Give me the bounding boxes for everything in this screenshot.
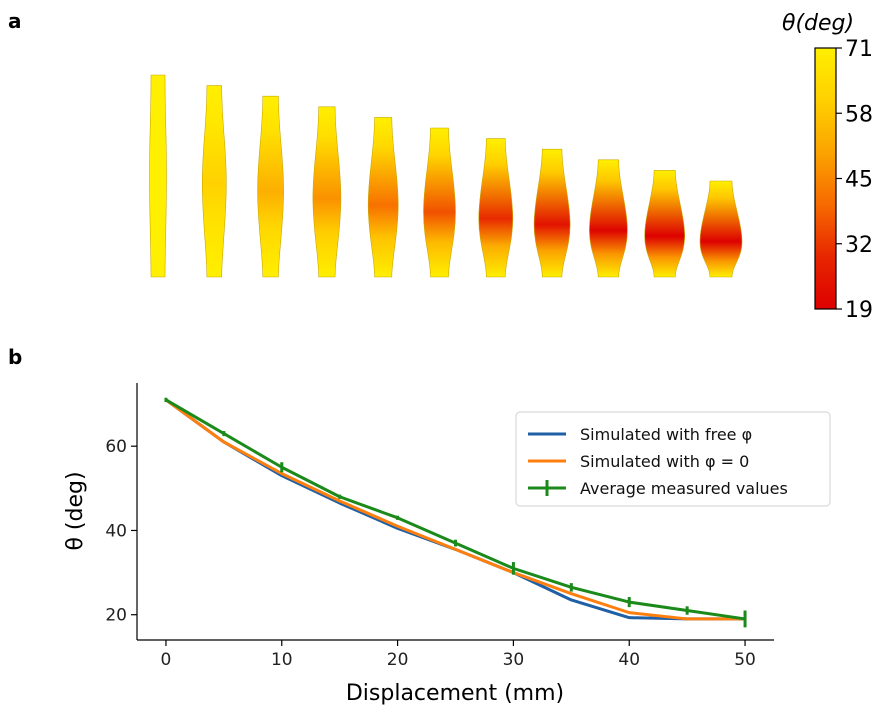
- colorbar-ticks: 71 58 45 32 19: [836, 37, 873, 323]
- x-tick-label: 20: [387, 650, 409, 670]
- specimen-strip: [478, 138, 514, 278]
- colorbar-tick-label: 45: [845, 168, 873, 193]
- specimen-strip: [367, 117, 399, 278]
- specimen-strip: [257, 95, 284, 278]
- y-axis-title: θ (deg): [63, 471, 88, 550]
- series-layer: [164, 397, 747, 628]
- legend-label: Simulated with free φ: [580, 425, 752, 444]
- y-ticks: 20 40 60: [105, 437, 137, 626]
- x-tick-label: 50: [734, 650, 756, 670]
- specimen-strip-group: [149, 74, 743, 278]
- colorbar: [814, 47, 837, 310]
- x-tick-label: 30: [503, 650, 525, 670]
- colorbar-title: θ(deg): [782, 11, 854, 36]
- specimen-strip: [589, 159, 628, 278]
- x-tick-label: 40: [618, 650, 640, 670]
- specimen-strip: [699, 180, 743, 278]
- colorbar-tick-label: 32: [845, 233, 873, 258]
- legend-label: Simulated with φ = 0: [580, 452, 749, 471]
- colorbar-tick-label: 58: [845, 102, 873, 127]
- panel-a-label: a: [8, 9, 22, 33]
- specimen-strip: [149, 74, 167, 278]
- x-tick-label: 10: [271, 650, 293, 670]
- legend: Simulated with free φ Simulated with φ = …: [515, 411, 831, 507]
- colorbar-tick-label: 71: [845, 37, 873, 62]
- x-ticks: 0 10 20 30 40 50: [161, 640, 756, 670]
- legend-label: Average measured values: [580, 479, 788, 498]
- specimen-strip: [533, 148, 571, 278]
- legend-box: [515, 411, 831, 507]
- line-chart: 0 10 20 30 40 50 20 40 60 Displacement (mm) θ (…: [63, 383, 831, 706]
- y-tick-label: 60: [105, 437, 127, 457]
- panel-b-label: b: [8, 345, 22, 369]
- series-line-2: [165, 398, 746, 621]
- specimen-strip: [312, 106, 342, 278]
- specimen-strip: [201, 85, 227, 278]
- y-tick-label: 20: [105, 606, 127, 626]
- colorbar-tick-label: 19: [845, 298, 873, 323]
- x-axis-title: Displacement (mm): [346, 681, 564, 706]
- specimen-strip: [644, 170, 686, 278]
- specimen-strip: [423, 127, 456, 278]
- y-tick-label: 40: [105, 521, 127, 541]
- x-tick-label: 0: [161, 650, 172, 670]
